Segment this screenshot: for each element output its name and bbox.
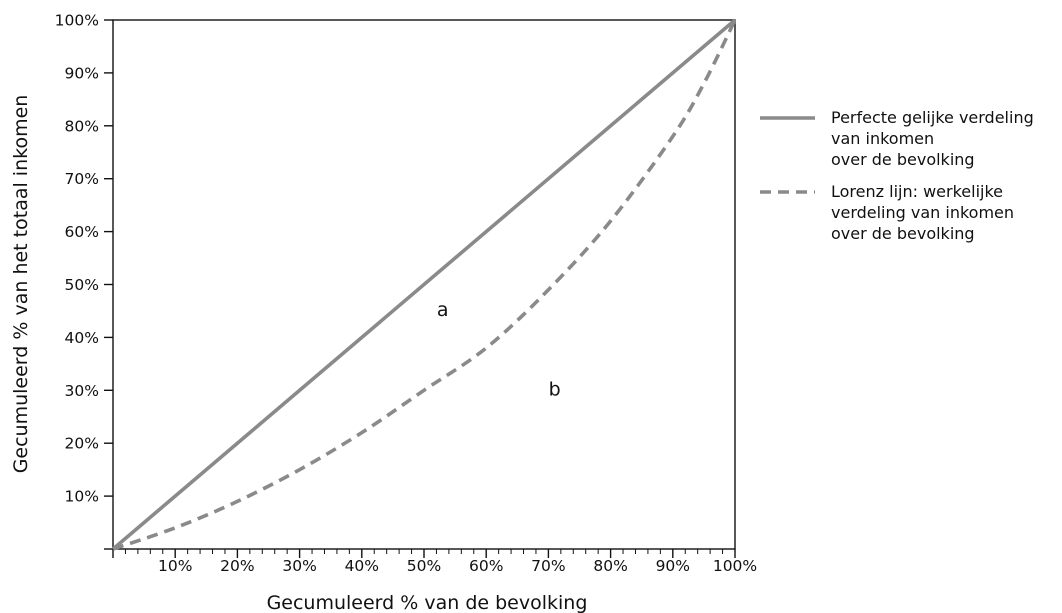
y-tick-label: 60% xyxy=(65,223,99,241)
x-tick-label: 30% xyxy=(282,557,316,575)
equality-line xyxy=(111,18,737,551)
y-tick-label: 30% xyxy=(65,382,99,400)
x-tick-label: 50% xyxy=(407,557,441,575)
legend-label: van inkomen xyxy=(831,129,934,148)
legend-label: Perfecte gelijke verdeling xyxy=(831,108,1034,127)
x-tick-label: 60% xyxy=(469,557,503,575)
lorenz-curve-line xyxy=(112,19,737,551)
x-axis-title: Gecumuleerd % van de bevolking xyxy=(267,592,588,613)
y-tick-label: 90% xyxy=(65,64,99,82)
y-tick-label: 10% xyxy=(65,488,99,506)
legend-label: Lorenz lijn: werkelijke xyxy=(831,182,1003,201)
y-tick-label: 50% xyxy=(65,276,99,294)
y-tick-label: 40% xyxy=(65,329,99,347)
x-tick-label: 20% xyxy=(220,557,254,575)
y-tick-label: 70% xyxy=(65,170,99,188)
y-tick-label: 100% xyxy=(55,12,99,30)
x-tick-label: 90% xyxy=(656,557,690,575)
area-label-a: a xyxy=(437,299,449,321)
legend-label: over de bevolking xyxy=(831,150,975,169)
y-axis-title: Gecumuleerd % van het totaal inkomen xyxy=(10,95,32,474)
x-tick-label: 80% xyxy=(593,557,627,575)
x-tick-label: 100% xyxy=(713,557,757,575)
area-label-b: b xyxy=(549,379,561,401)
legend: Perfecte gelijke verdeling van inkomen ove… xyxy=(760,108,1034,243)
x-tick-label: 70% xyxy=(531,557,565,575)
legend-label: verdeling van inkomen xyxy=(831,203,1014,222)
legend-label: over de bevolking xyxy=(831,224,975,243)
y-tick-label: 80% xyxy=(65,117,99,135)
x-tick-label: 40% xyxy=(345,557,379,575)
y-tick-label: 20% xyxy=(65,435,99,453)
x-tick-label: 10% xyxy=(158,557,192,575)
